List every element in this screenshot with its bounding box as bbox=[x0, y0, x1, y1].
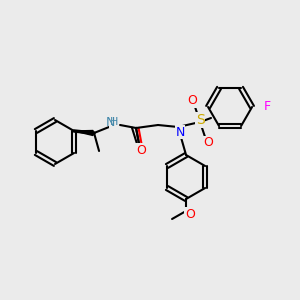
Text: N: N bbox=[105, 116, 115, 128]
Text: O: O bbox=[203, 136, 213, 149]
Polygon shape bbox=[74, 130, 93, 136]
Text: F: F bbox=[263, 100, 271, 113]
Text: O: O bbox=[187, 94, 197, 107]
Text: O: O bbox=[185, 208, 195, 220]
Text: O: O bbox=[136, 143, 146, 157]
Text: S: S bbox=[196, 113, 204, 127]
Text: H: H bbox=[110, 117, 118, 127]
Text: N: N bbox=[176, 125, 185, 139]
